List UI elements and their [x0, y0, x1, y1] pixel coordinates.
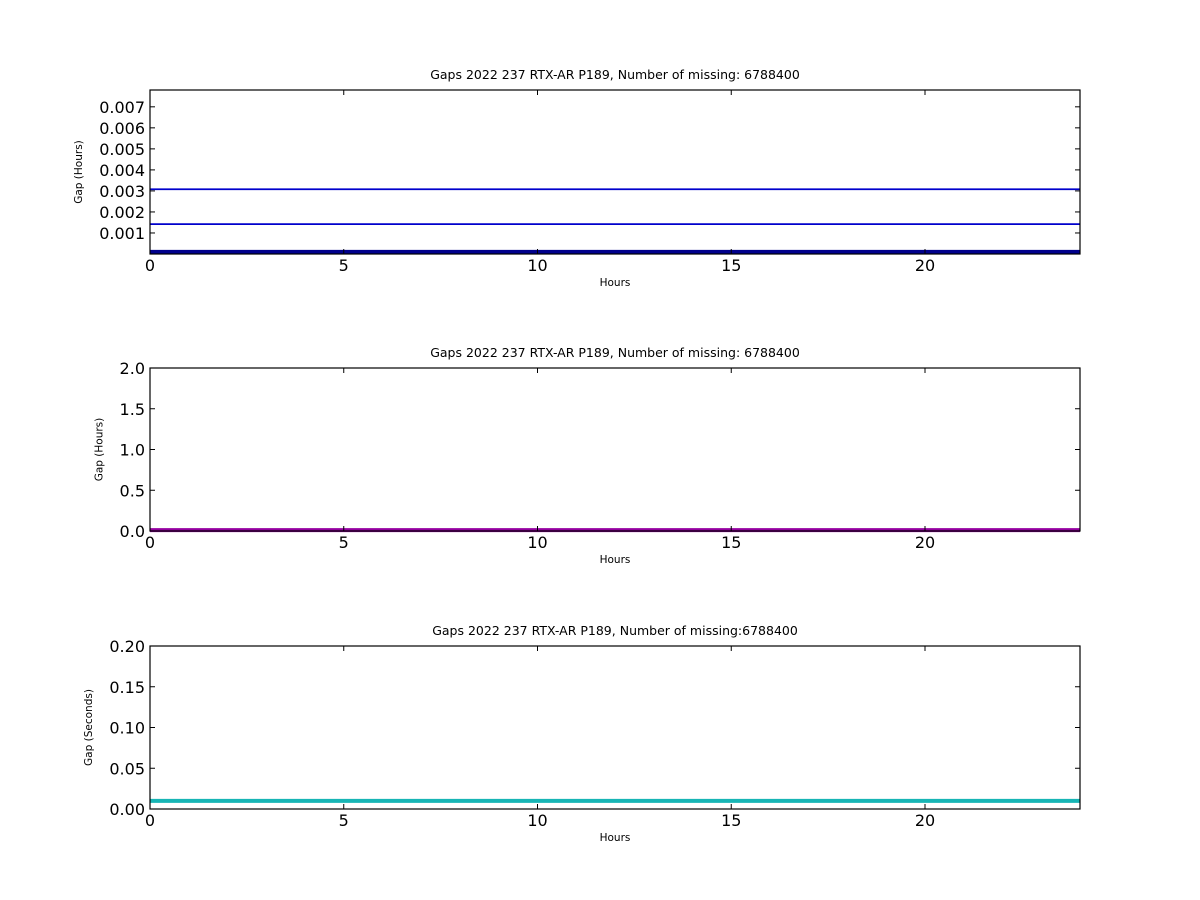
y-tick-label: 0.10 [109, 719, 145, 738]
x-tick-label: 5 [339, 533, 349, 552]
x-tick-label: 20 [915, 256, 935, 275]
x-tick-label: 10 [527, 811, 547, 830]
y-tick-label: 0.006 [99, 119, 145, 138]
plot-frame [149, 645, 1081, 810]
x-tick-label: 20 [915, 533, 935, 552]
y-tick-label: 0.001 [99, 224, 145, 243]
y-tick-label: 1.0 [120, 441, 145, 460]
y-tick-label: 1.5 [120, 400, 145, 419]
y-tick-label: 0.05 [109, 759, 145, 778]
y-tick-label: 0.005 [99, 140, 145, 159]
x-tick-label: 10 [527, 256, 547, 275]
x-axis-label: Hours [600, 554, 631, 566]
x-tick-label: 5 [339, 256, 349, 275]
y-axis-label: Gap (Hours) [93, 418, 105, 482]
x-tick-label: 15 [721, 533, 741, 552]
y-axis-label: Gap (Seconds) [83, 689, 95, 766]
chart-title: Gaps 2022 237 RTX-AR P189, Number of mis… [432, 623, 798, 638]
x-tick-label: 10 [527, 533, 547, 552]
y-tick-label: 0.002 [99, 203, 145, 222]
x-tick-label: 0 [145, 811, 155, 830]
y-tick-label: 0.15 [109, 678, 145, 697]
y-tick-label: 2.0 [120, 359, 145, 378]
chart-title: Gaps 2022 237 RTX-AR P189, Number of mis… [430, 345, 800, 360]
y-tick-label: 0.007 [99, 98, 145, 117]
plot-frame [149, 89, 1081, 255]
y-tick-label: 0.5 [120, 481, 145, 500]
x-tick-label: 0 [145, 533, 155, 552]
x-axis-label: Hours [600, 277, 631, 289]
y-tick-label: 0.0 [120, 522, 145, 541]
x-tick-label: 15 [721, 256, 741, 275]
chart-panel-2: Gaps 2022 237 RTX-AR P189, Number of mis… [93, 345, 1081, 566]
chart-panel-3: Gaps 2022 237 RTX-AR P189, Number of mis… [83, 623, 1081, 844]
x-tick-label: 15 [721, 811, 741, 830]
chart-title: Gaps 2022 237 RTX-AR P189, Number of mis… [430, 67, 800, 82]
y-tick-label: 0.00 [109, 800, 145, 819]
chart-panel-1: Gaps 2022 237 RTX-AR P189, Number of mis… [73, 67, 1081, 289]
y-tick-label: 0.20 [109, 637, 145, 656]
y-tick-label: 0.003 [99, 182, 145, 201]
x-axis-label: Hours [600, 832, 631, 844]
plot-frame [149, 367, 1081, 532]
x-tick-label: 0 [145, 256, 155, 275]
x-tick-label: 20 [915, 811, 935, 830]
y-axis-label: Gap (Hours) [73, 140, 85, 204]
x-tick-label: 5 [339, 811, 349, 830]
y-tick-label: 0.004 [99, 161, 145, 180]
